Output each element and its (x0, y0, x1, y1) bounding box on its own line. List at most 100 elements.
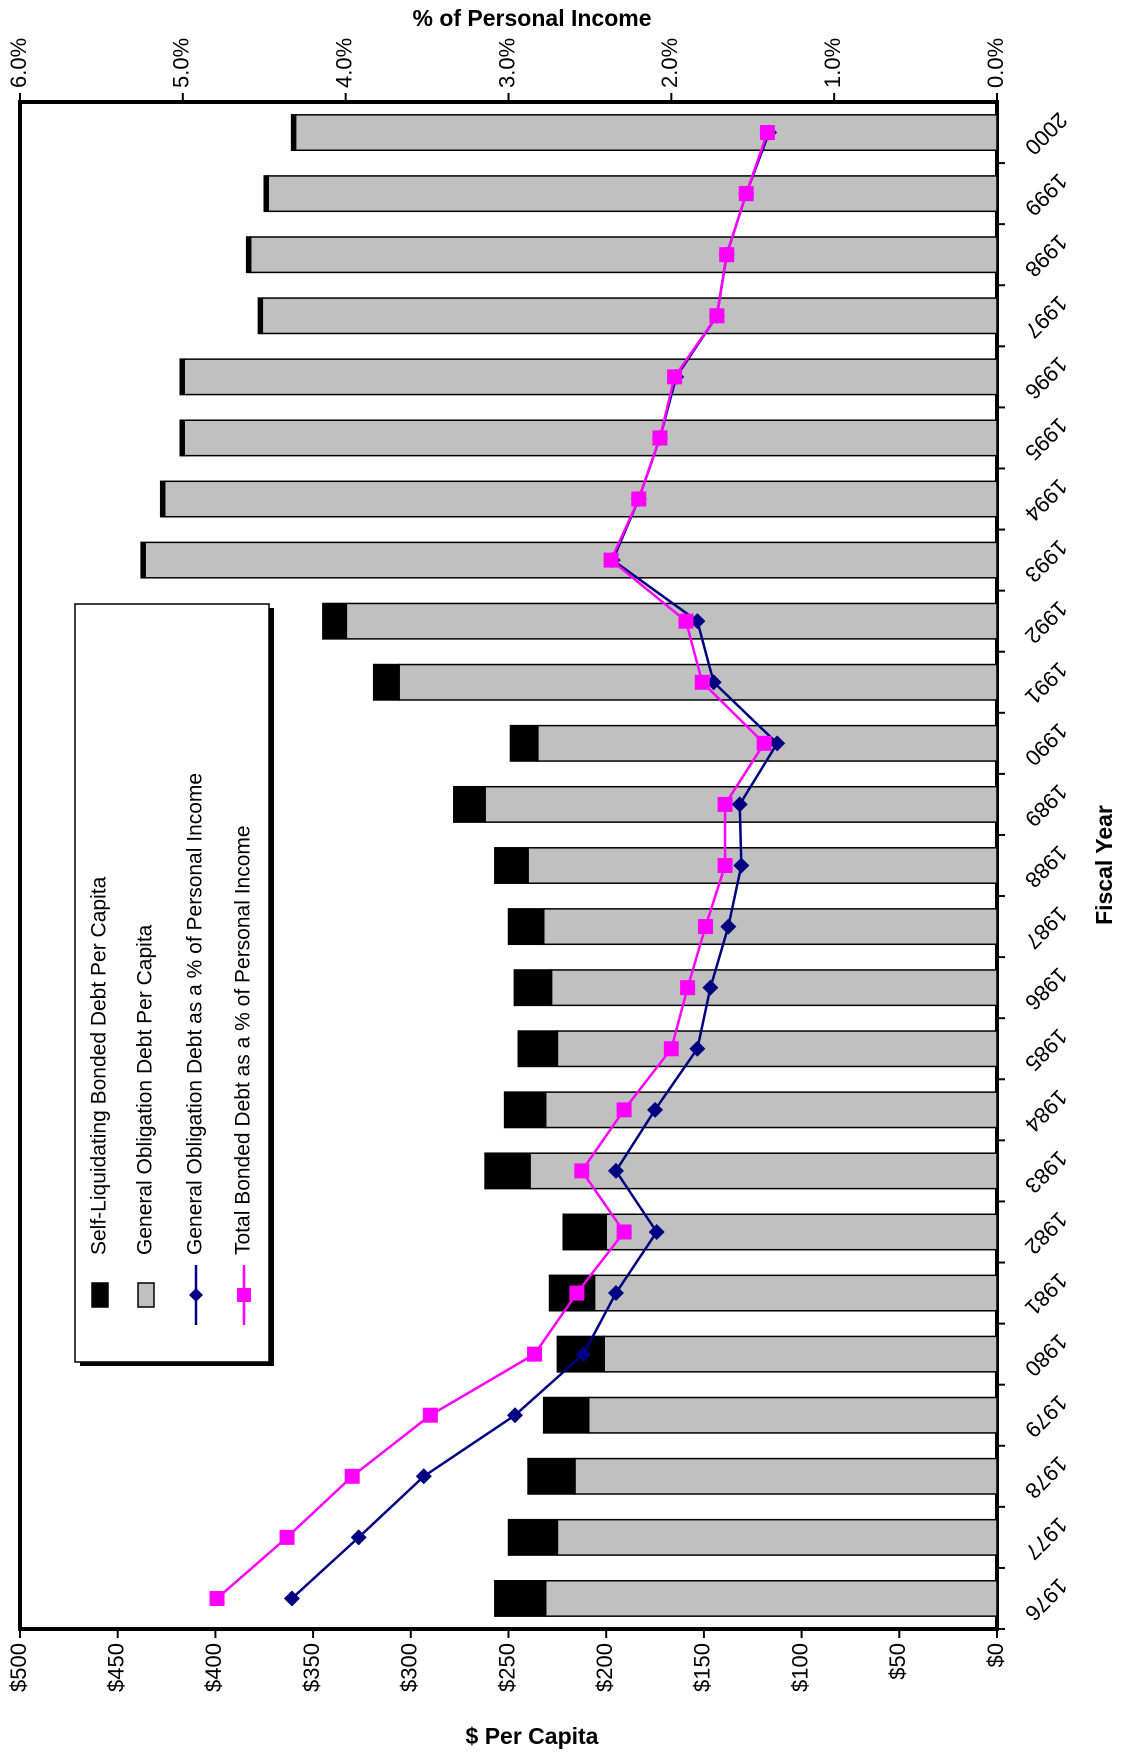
year-label-1977: 1977 (1020, 1512, 1072, 1564)
bottom-tick-label: $450 (104, 1643, 129, 1692)
year-label-1995: 1995 (1020, 413, 1072, 465)
total-pct-marker-1979 (422, 1407, 438, 1423)
bar-self-liquidating-1976 (494, 1579, 547, 1617)
bottom-axis-title: $ Per Capita (466, 1723, 599, 1749)
total-pct-marker-1995 (652, 430, 668, 446)
bar-self-liquidating-1985 (517, 1030, 559, 1068)
bottom-tick-label: $300 (397, 1643, 422, 1692)
bar-general-obligation-1995 (183, 419, 998, 457)
year-label-1976: 1976 (1020, 1574, 1072, 1626)
bar-general-obligation-1997 (261, 297, 998, 335)
top-tick-label: 6.0% (6, 38, 31, 88)
bar-self-liquidating-1984 (503, 1091, 547, 1129)
legend-label: Self-Liquidating Bonded Debt Per Capita (88, 876, 111, 1255)
bar-self-liquidating-1993 (140, 541, 146, 579)
bar-self-liquidating-2000 (290, 114, 297, 152)
total-pct-marker-1990 (756, 735, 772, 751)
year-label-1984: 1984 (1020, 1085, 1072, 1137)
bar-general-obligation-1985 (556, 1030, 998, 1068)
year-label-1999: 1999 (1020, 169, 1072, 221)
bottom-tick-label: $250 (494, 1643, 519, 1692)
total-pct-marker-1981 (569, 1285, 585, 1301)
bar-general-obligation-1998 (249, 236, 998, 274)
bar-group (140, 114, 998, 1617)
bar-self-liquidating-1977 (507, 1518, 559, 1556)
total-pct-marker-1982 (616, 1224, 632, 1240)
year-label-1996: 1996 (1020, 352, 1072, 404)
bar-general-obligation-1978 (574, 1457, 998, 1495)
bottom-tick-label: $350 (299, 1643, 324, 1692)
bar-general-obligation-1983 (529, 1152, 998, 1190)
go-pct-marker-1990 (769, 735, 786, 752)
y-axis-title: Fiscal Year (1091, 805, 1117, 925)
bottom-axis-ticks: $500 $450 $400 $350 $300 $250 $200 $150 $100 $50 $… (6, 1629, 1008, 1692)
year-label-1989: 1989 (1020, 779, 1072, 831)
legend: Self-Liquidating Bonded Debt Per Capita G… (74, 603, 274, 1366)
bar-general-obligation-1986 (550, 969, 998, 1007)
bar-general-obligation-1976 (544, 1579, 998, 1617)
year-label-1990: 1990 (1020, 718, 1072, 770)
go-pct-marker-1977 (350, 1529, 367, 1546)
total-pct-marker-1996 (667, 369, 683, 385)
go-pct-marker-1979 (507, 1407, 524, 1424)
go-pct-marker-1989 (731, 796, 748, 813)
bar-self-liquidating-1988 (494, 847, 529, 884)
bar-general-obligation-1984 (544, 1091, 998, 1129)
total-pct-marker-1999 (738, 186, 754, 202)
go-pct-marker-1987 (720, 918, 737, 935)
year-label-2000: 2000 (1020, 108, 1072, 160)
go-pct-marker-1985 (689, 1040, 706, 1057)
total-pct-marker-1997 (709, 308, 725, 324)
legend-label: General Obligation Debt Per Capita (134, 924, 157, 1255)
bar-self-liquidating-1992 (322, 602, 348, 640)
legend-box (74, 603, 270, 1363)
category-axis-ticks: 1976 1977 1978 1979 1980 1981 1982 1983 1984 1985… (997, 108, 1072, 1630)
top-axis-title: % of Personal Income (412, 5, 651, 31)
total-pct-marker-1998 (719, 247, 735, 263)
total-pct-marker-1991 (694, 674, 710, 690)
bottom-tick-label: $200 (592, 1643, 617, 1692)
bar-general-obligation-2000 (294, 114, 998, 152)
bottom-tick-label: $400 (201, 1643, 226, 1692)
year-label-1991: 1991 (1020, 657, 1072, 709)
go-pct-marker-1983 (607, 1162, 624, 1179)
go-pct-marker-1976 (283, 1590, 300, 1607)
total-pct-marker-1993 (603, 552, 619, 568)
bar-self-liquidating-1987 (507, 908, 545, 946)
bar-self-liquidating-1997 (257, 297, 264, 335)
go-pct-marker-1981 (607, 1285, 624, 1302)
legend-swatch (137, 1282, 155, 1308)
year-label-1986: 1986 (1020, 963, 1072, 1015)
year-label-1993: 1993 (1020, 535, 1072, 587)
total-pct-marker-1978 (344, 1468, 360, 1484)
year-label-1981: 1981 (1020, 1268, 1072, 1320)
bar-general-obligation-1979 (587, 1396, 998, 1434)
top-axis-ticks: 6.0% 5.0% 4.0% 3.0% 2.0% 1.0% 0.0% (6, 38, 1008, 102)
bar-general-obligation-1988 (527, 847, 998, 884)
bar-self-liquidating-1995 (179, 419, 185, 457)
top-tick-label: 4.0% (331, 38, 356, 88)
go-pct-marker-1980 (575, 1346, 592, 1363)
year-label-1994: 1994 (1020, 474, 1072, 526)
total-pct-marker-1992 (678, 613, 694, 629)
total-pct-marker-1987 (698, 919, 714, 935)
total-pct-marker-1986 (680, 980, 696, 996)
bar-general-obligation-1994 (163, 480, 998, 518)
year-label-1988: 1988 (1020, 841, 1072, 893)
total-pct-marker-1994 (631, 491, 647, 507)
top-tick-label: 5.0% (169, 38, 194, 88)
year-label-1997: 1997 (1020, 291, 1072, 343)
bar-general-obligation-1993 (144, 541, 998, 579)
year-label-1998: 1998 (1020, 230, 1072, 282)
legend-marker (237, 1288, 251, 1302)
bottom-tick-label: $150 (690, 1643, 715, 1692)
total-pct-marker-1989 (717, 796, 733, 812)
go-pct-marker-1988 (733, 857, 750, 874)
bar-self-liquidating-1982 (562, 1213, 607, 1251)
year-label-1980: 1980 (1020, 1329, 1072, 1381)
bar-self-liquidating-1991 (372, 663, 400, 701)
legend-items: Self-Liquidating Bonded Debt Per Capita G… (88, 773, 255, 1325)
legend-swatch (91, 1282, 109, 1308)
bar-self-liquidating-1983 (484, 1152, 531, 1190)
total-pct-marker-1983 (574, 1163, 590, 1179)
